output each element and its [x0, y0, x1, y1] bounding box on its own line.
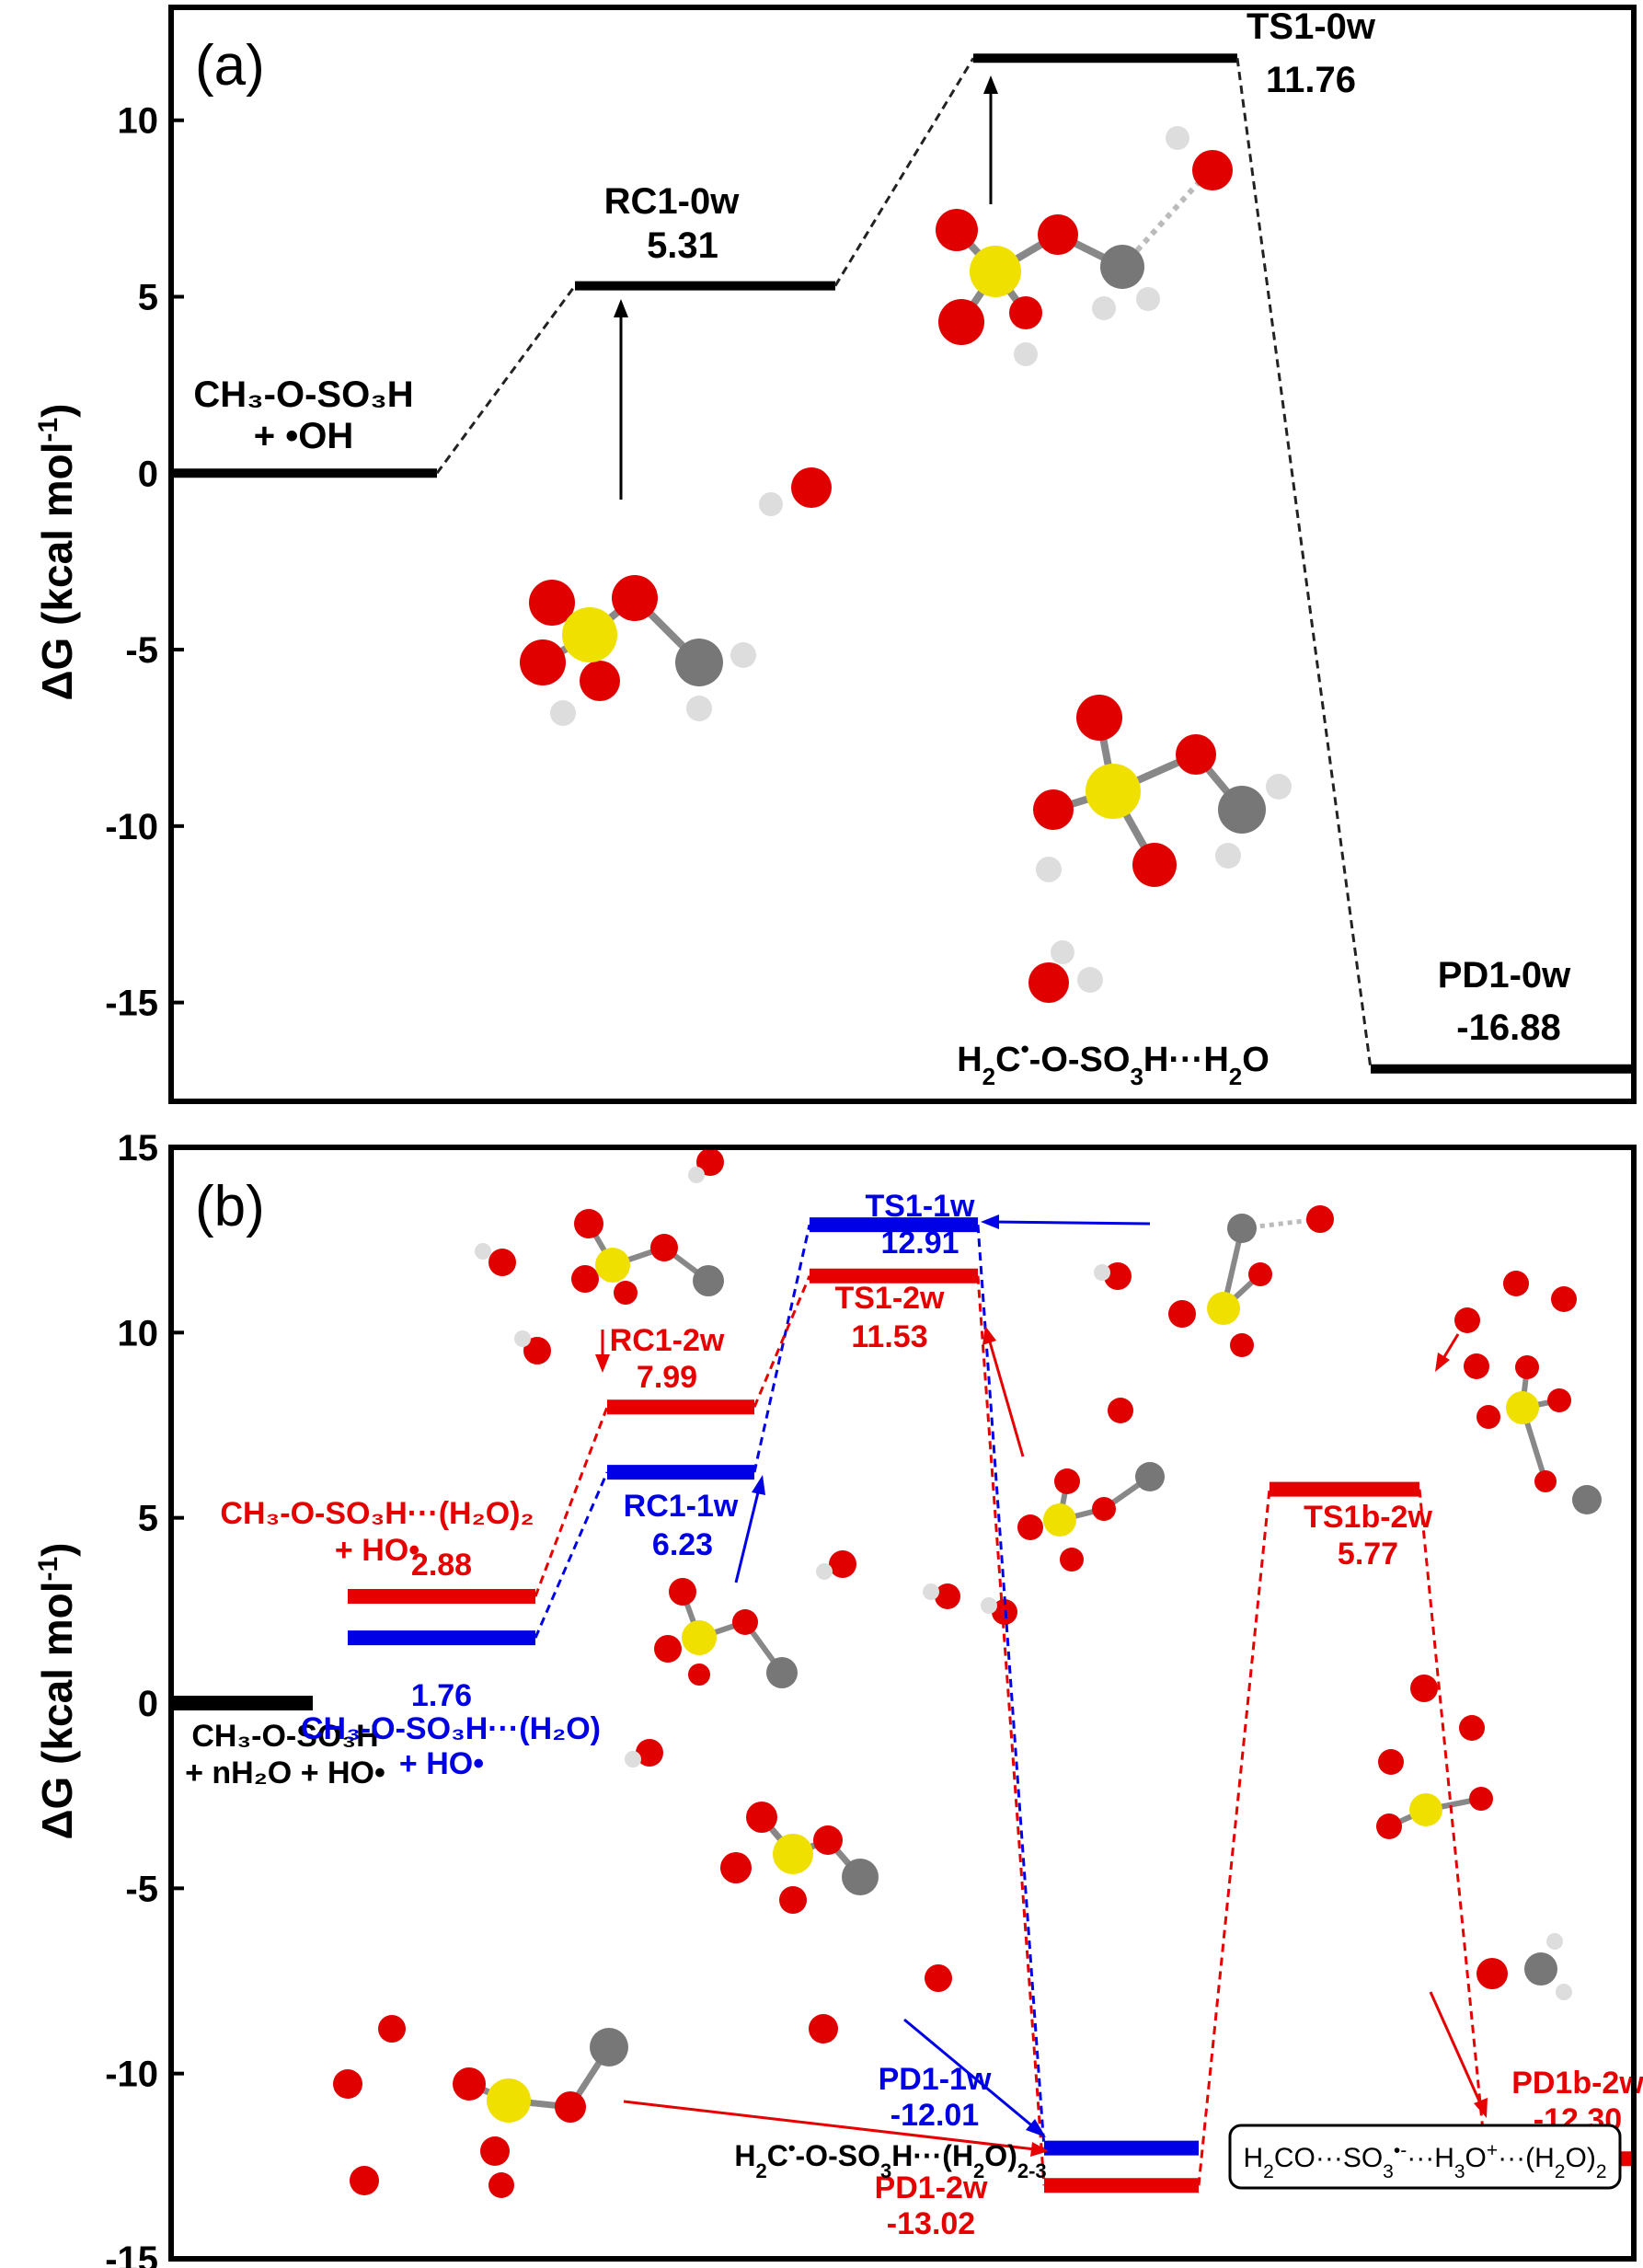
level-name-b-2-5: PD1b-2w: [1511, 2066, 1643, 2101]
panel-a-y-tick-label-0: 10: [118, 101, 159, 142]
level-value-a-0-2: 11.76: [1266, 60, 1356, 100]
panel-b-y-tick-label-4: -5: [125, 1869, 158, 1909]
level-name-b-1-2: TS1-1w: [865, 1189, 975, 1224]
level-name-b-2-0: CH₃-O-SO₃H···(H₂O)₂: [220, 1496, 534, 1531]
annotation-pd1-species: H2C•-O-SO3H···(H2O)2-3: [734, 2136, 1046, 2182]
panel-b-arrows: [595, 1215, 1488, 2157]
level-value-b-2-1: 7.99: [637, 1360, 697, 1395]
level-name-b-0-0: CH₃-O-SO₃H: [191, 1719, 378, 1754]
level-name2-b-2-0: + HO•: [335, 1533, 419, 1568]
arrow-rc1-1w: [734, 1475, 765, 1583]
molecule-ts1-1w-icon: [1094, 1205, 1334, 1357]
panel-b-frame: [168, 1145, 1637, 2262]
panel-b-y-tick-label-1: 10: [118, 1313, 159, 1353]
connector-b-2-2: [753, 1275, 811, 1408]
molecule-pd1-1w-icon: [720, 1802, 952, 2044]
connector-a-0-3: [1235, 58, 1373, 1069]
connector-a-0-1: [435, 284, 577, 475]
panel-a-y-tick-label-3: -5: [125, 630, 158, 671]
level-name-b-1-1: RC1-1w: [624, 1489, 739, 1524]
annotation-pd1-0w-species: H2C•-O-SO3H···H2O: [957, 1035, 1270, 1090]
level-name2-b-0-0: + nH₂O + HO•: [185, 1756, 385, 1790]
connector-b-1-2: [753, 1224, 811, 1473]
panel-a: ΔG (kcal mol-1) 10 5 0 -5 -10 -15: [33, 5, 1637, 1104]
level-name-b-2-1: RC1-2w: [610, 1323, 725, 1358]
panel-a-arrows: [614, 75, 998, 500]
level-name-b-1-0: CH₃-O-SO₃H···(H₂O): [301, 1711, 601, 1746]
connector-b-1-1: [534, 1471, 609, 1639]
level-name-b-1-3: PD1-1w: [879, 2062, 992, 2097]
panel-b-y-tick-label-0: 15: [118, 1128, 159, 1169]
arrow-ts1-2w: [982, 1326, 1025, 1457]
panel-b-y-tick-label-2: 5: [138, 1499, 158, 1539]
panel-a-y-tick-label-2: 0: [138, 454, 158, 494]
panel-a-y-axis-label: ΔG (kcal mol-1): [33, 403, 82, 700]
panel-a-frame: [168, 5, 1637, 1104]
level-value-b-2-2: 11.53: [851, 1319, 927, 1354]
level-value-b-1-2: 12.91: [880, 1226, 959, 1261]
level-value-a-0-3: -16.88: [1456, 1007, 1560, 1048]
arrow-ts1b-2w: [1435, 1333, 1460, 1372]
arrow-pd1b-2w: [1429, 1991, 1488, 2118]
level-name-a-0-2: TS1-0w: [1247, 6, 1376, 47]
molecule-rc1-0w-icon: [520, 467, 832, 726]
molecule-pd1-0w-icon: [1028, 695, 1292, 1003]
connector-b-2-3: [976, 1275, 1046, 2186]
arrow-rc1-2w: [595, 1330, 610, 1373]
connector-b-2-4: [1197, 1489, 1271, 2186]
arrow-pd1-1w: [903, 2018, 1046, 2137]
molecule-ts1-0w-icon: [936, 126, 1233, 366]
level-value-b-2-0: 2.88: [411, 1548, 472, 1583]
level-value-b-1-0: 1.76: [411, 1678, 472, 1713]
level-name2-b-1-0: + HO•: [399, 1746, 484, 1781]
panel-b-y-tick-label-6: -15: [105, 2239, 158, 2268]
molecule-rc1-2w-icon: [475, 1148, 724, 1364]
level-value-b-1-1: 6.23: [652, 1527, 713, 1562]
panel-b-levels: CH₃-O-SO₃H+ nH₂O + HO• CH₃-O-SO₃H···(H₂O)…: [171, 1189, 1643, 2241]
level-value-b-2-4: 5.77: [1338, 1537, 1398, 1571]
level-name-a-0-0: CH₃-O-SO₃H: [193, 374, 413, 415]
panel-b-y-axis-label: ΔG (kcal mol-1): [33, 1542, 82, 1839]
panel-b: ΔG (kcal mol-1) 15 10 5 0 -5 -10 -15: [33, 1128, 1643, 2268]
molecule-pd1-2w-icon: [333, 2015, 628, 2198]
connector-b-2-5: [1418, 1489, 1488, 2159]
level-name-b-2-2: TS1-2w: [834, 1281, 945, 1316]
panel-b-y-tick-label-5: -10: [105, 2055, 158, 2095]
level-name-a-0-3: PD1-0w: [1438, 955, 1571, 996]
level-name-b-2-3: PD1-2w: [875, 2170, 988, 2205]
panel-a-y-tick-label-4: -10: [105, 807, 158, 847]
connector-a-0-2: [833, 57, 975, 287]
connector-b-2-1: [534, 1406, 609, 1597]
level-value-b-1-3: -12.01: [890, 2098, 979, 2133]
arrow-ts1-1w: [981, 1215, 1151, 1229]
panel-a-y-tick-label-1: 5: [138, 278, 158, 318]
panel-a-label: (a): [195, 34, 265, 98]
panel-a-ticks: 10 5 0 -5 -10 -15: [105, 101, 184, 1024]
panel-b-label: (b): [195, 1175, 265, 1238]
level-name2-a-0-0: + •OH: [254, 416, 353, 456]
panel-a-levels: CH₃-O-SO₃H+ •OH RC1-0w5.31 TS1-0w 11.76 PD1-…: [171, 6, 1634, 1074]
molecule-ts1b-2w-icon: [1454, 1271, 1602, 1514]
level-name-b-2-4: TS1b-2w: [1304, 1500, 1432, 1535]
panel-b-ticks: 15 10 5 0 -5 -10 -15: [105, 1128, 184, 2268]
molecule-ts1-2w-icon: [923, 1398, 1165, 1625]
level-name-a-0-1: RC1-0w: [604, 181, 741, 222]
molecule-rc1-1w-icon: [625, 1550, 856, 1767]
panel-b-y-tick-label-3: 0: [138, 1684, 158, 1724]
connector-b-1-3: [976, 1225, 1046, 2148]
panel-a-y-tick-label-5: -15: [105, 984, 158, 1024]
arrow-pd1-2w: [623, 2100, 1049, 2157]
annotation-pd1b-species-box: H2CO···SO3•-···H3O+···(H2O)2: [1228, 2124, 1622, 2190]
level-value-b-2-3: -13.02: [887, 2206, 975, 2241]
molecule-pd1b-2w-icon: [1376, 1675, 1572, 2000]
level-value-a-0-1: 5.31: [647, 225, 718, 266]
